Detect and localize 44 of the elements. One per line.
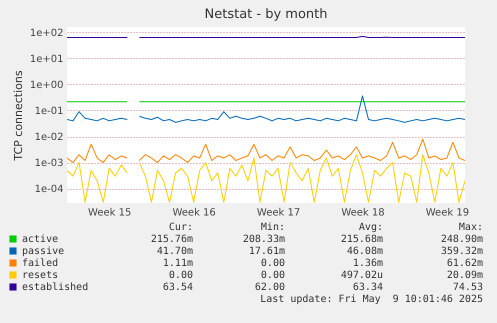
y-tick-label: 1e+00 <box>30 80 64 91</box>
legend-label: passive <box>22 246 64 257</box>
text: 63.54 <box>162 282 193 293</box>
legend-label: established <box>22 282 88 293</box>
text: 1.36m <box>352 258 383 269</box>
text: 248.90m <box>440 234 483 245</box>
y-tick-label: 1e-02 <box>34 132 64 144</box>
text: 63.34 <box>352 282 383 293</box>
text: Max: <box>458 222 483 233</box>
y-axis-title: TCP connections <box>12 70 25 162</box>
text: 1.11m <box>162 258 193 269</box>
text: 17.61m <box>248 246 285 257</box>
legend-label: active <box>22 234 58 245</box>
legend-label: resets <box>22 270 58 281</box>
x-tick-label: Week 19 <box>426 208 470 218</box>
text: 20.09m <box>446 270 483 281</box>
text: 74.53 <box>452 282 483 293</box>
text: 215.76m <box>150 234 193 245</box>
text: Avg: <box>358 222 383 233</box>
y-tick-label: 1e-03 <box>34 158 64 170</box>
text: Min: <box>260 222 285 233</box>
text: 41.70m <box>156 246 193 257</box>
text: 62.00 <box>254 282 285 293</box>
text: 208.33m <box>242 234 285 245</box>
text: 497.02u <box>340 270 383 281</box>
text: 61.62m <box>446 258 483 269</box>
text: 359.32m <box>440 246 483 257</box>
text: Last update: Fri May 9 10:01:46 2025 <box>260 294 483 305</box>
x-tick-label: Week 16 <box>172 208 216 218</box>
y-tick-label: 1e+01 <box>30 54 64 65</box>
y-tick-label: 1e-01 <box>34 106 64 117</box>
y-tick-label: 1e+02 <box>30 28 64 39</box>
text: 0.00 <box>260 258 285 269</box>
x-tick-label: Week 15 <box>88 208 132 218</box>
text: 0.00 <box>260 270 285 281</box>
legend-label: failed <box>22 258 58 269</box>
x-tick-label: Week 18 <box>341 208 385 218</box>
text: 46.08m <box>346 246 383 257</box>
text: 0.00 <box>168 270 193 281</box>
text: 215.68m <box>340 234 383 245</box>
text: Cur: <box>168 222 193 233</box>
y-tick-label: 1e-04 <box>34 184 64 196</box>
chart-title: Netstat - by month <box>204 7 328 22</box>
x-tick-label: Week 17 <box>256 208 300 218</box>
